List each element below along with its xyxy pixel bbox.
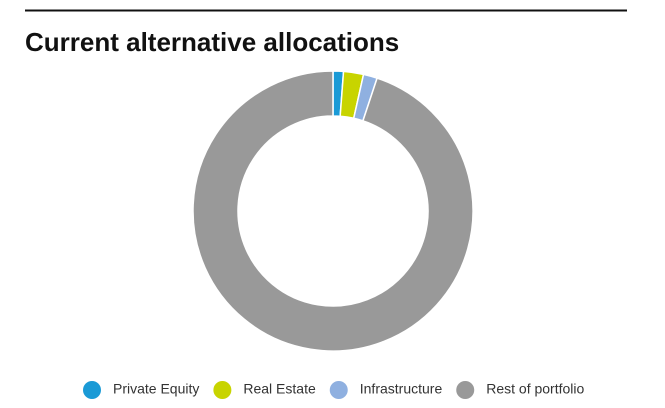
legend-label: Infrastructure [360,381,443,397]
legend-swatch [329,381,348,399]
legend-label: Real Estate [243,381,316,397]
legend-swatch [83,381,101,399]
legend-swatch [456,381,475,399]
donut-segment [192,70,474,352]
legend-swatch [213,381,232,399]
legend-label: Private Equity [113,381,199,397]
legend-label: Rest of portfolio [486,381,584,397]
chart-title: Current alternative allocations [25,27,399,57]
